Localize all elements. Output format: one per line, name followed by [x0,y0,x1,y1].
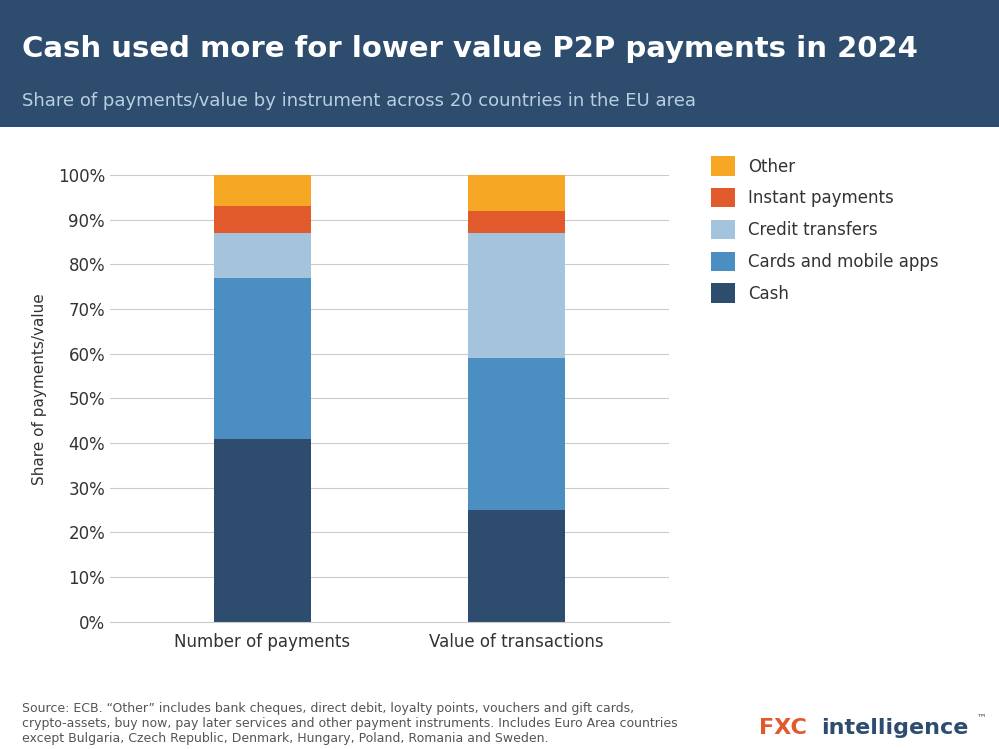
Bar [469,510,565,622]
Text: ™: ™ [977,712,987,723]
Bar [469,358,565,510]
Legend: Other, Instant payments, Credit transfers, Cards and mobile apps, Cash: Other, Instant payments, Credit transfer… [711,157,938,303]
Text: FXC: FXC [759,718,807,738]
Bar [214,233,311,278]
Bar [469,233,565,358]
Bar [214,175,311,207]
Bar [214,207,311,233]
Text: intelligence: intelligence [821,718,969,738]
Bar [469,175,565,211]
Bar [214,278,311,439]
Bar [469,211,565,233]
Text: Source: ECB. “Other” includes bank cheques, direct debit, loyalty points, vouche: Source: ECB. “Other” includes bank chequ… [22,703,677,745]
Bar [214,439,311,622]
Text: Cash used more for lower value P2P payments in 2024: Cash used more for lower value P2P payme… [22,34,918,63]
Text: Share of payments/value by instrument across 20 countries in the EU area: Share of payments/value by instrument ac… [22,92,696,110]
Y-axis label: Share of payments/value: Share of payments/value [32,294,47,485]
